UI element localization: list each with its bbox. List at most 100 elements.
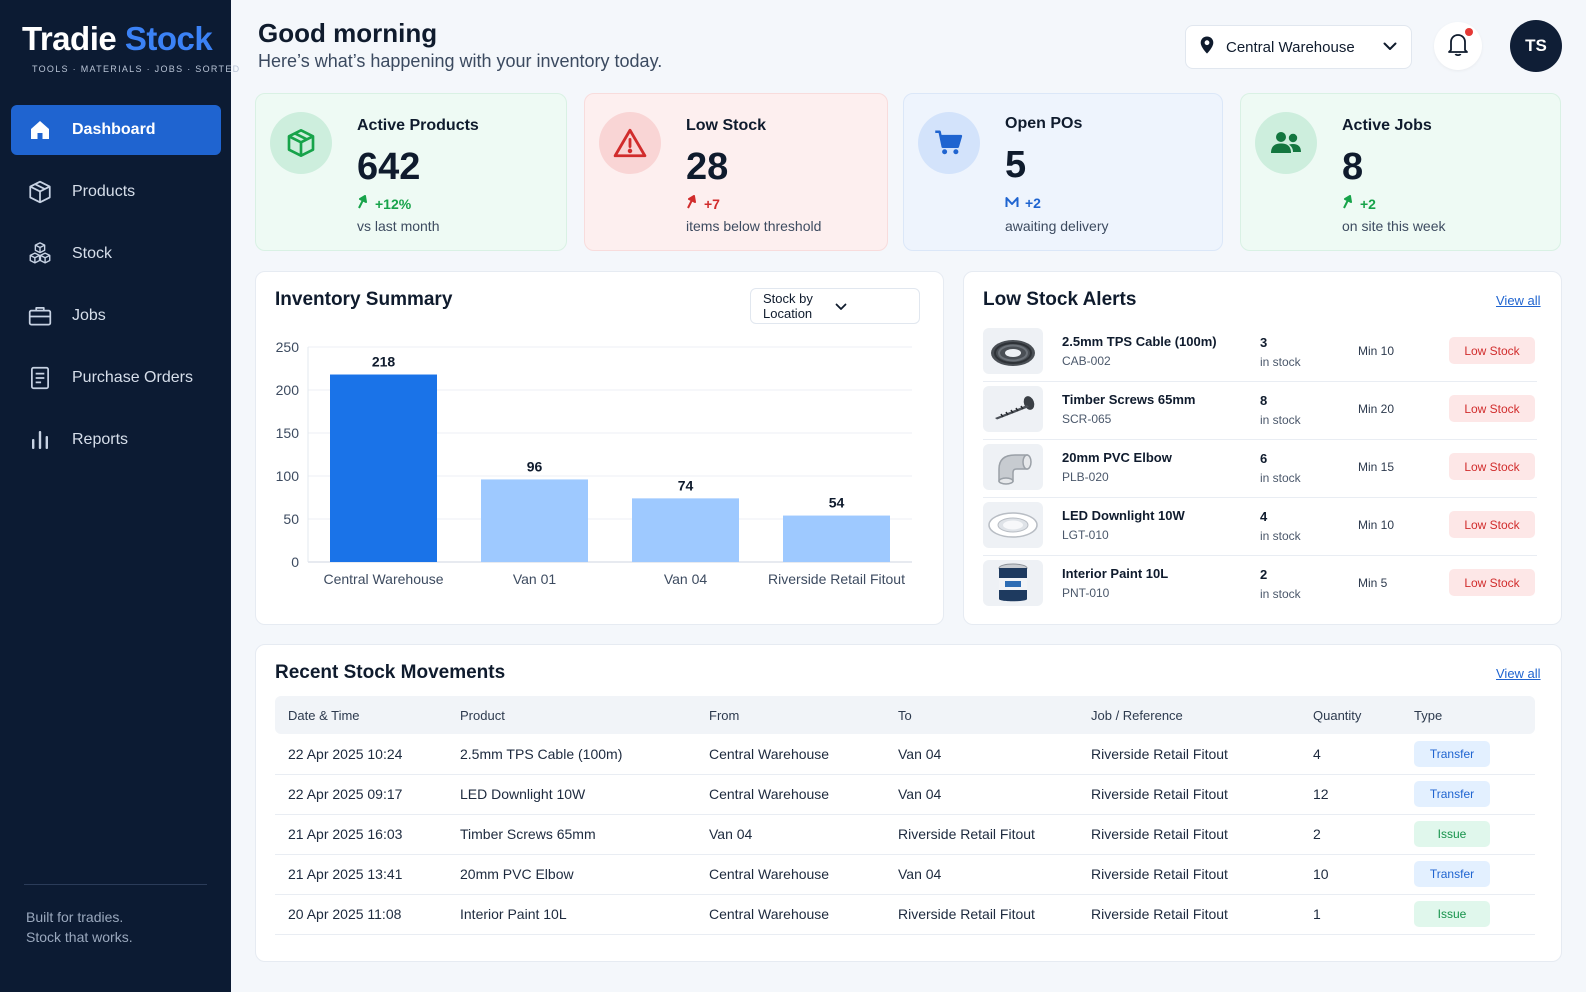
- notifications-button[interactable]: [1434, 22, 1482, 70]
- stat-value: 5: [1005, 144, 1027, 186]
- page-header: Good morning Here’s what’s happening wit…: [258, 18, 662, 72]
- stat-card-low-stock[interactable]: Low Stock 28 +7 items below threshold: [584, 93, 888, 251]
- sidebar-item-label: Reports: [72, 431, 129, 448]
- sidebar-item-purchase-orders[interactable]: Purchase Orders: [11, 353, 221, 403]
- sidebar-item-label: Dashboard: [72, 121, 156, 138]
- cell-product: Interior Paint 10L: [447, 894, 696, 935]
- box-icon: [27, 179, 53, 205]
- stock-quantity: 8: [1260, 393, 1268, 408]
- x-tick-label: Van 01: [513, 571, 557, 587]
- table-row[interactable]: 22 Apr 2025 09:17 LED Downlight 10W Cent…: [275, 774, 1535, 815]
- recent-movements-panel: Recent Stock Movements View all Date & T…: [255, 644, 1562, 962]
- stacked-boxes-icon: [27, 241, 53, 267]
- sidebar-item-reports[interactable]: Reports: [11, 415, 221, 465]
- cell-product: 20mm PVC Elbow: [447, 854, 696, 895]
- chevron-down-icon: [835, 299, 907, 314]
- bell-icon: [1446, 31, 1470, 62]
- briefcase-icon: [27, 303, 53, 329]
- y-tick-label: 0: [291, 554, 299, 570]
- warning-icon: [599, 112, 661, 174]
- sidebar-footer-line: Stock that works.: [26, 929, 133, 945]
- stat-card-open-pos[interactable]: Open POs 5 +2 awaiting delivery: [903, 93, 1223, 251]
- table-row[interactable]: 21 Apr 2025 13:41 20mm PVC Elbow Central…: [275, 854, 1535, 895]
- minimum-threshold: Min 10: [1358, 518, 1395, 532]
- cell-from: Central Warehouse: [696, 734, 885, 775]
- stat-subtitle: items below threshold: [686, 218, 822, 234]
- product-name: Interior Paint 10L: [1062, 566, 1169, 581]
- cell-quantity: 1: [1300, 894, 1401, 935]
- avatar[interactable]: TS: [1510, 20, 1562, 72]
- app-logo[interactable]: Tradie Stock TOOLS · MATERIALS · JOBS · …: [22, 20, 239, 74]
- cell-type: Transfer: [1401, 774, 1535, 815]
- sidebar: Tradie Stock TOOLS · MATERIALS · JOBS · …: [0, 0, 239, 992]
- list-item[interactable]: LED Downlight 10W LGT-010 4 in stock Min…: [983, 498, 1537, 556]
- list-item[interactable]: Timber Screws 65mm SCR-065 8 in stock Mi…: [983, 382, 1537, 440]
- stock-quantity-label: in stock: [1260, 355, 1301, 369]
- sidebar-item-stock[interactable]: Stock: [11, 229, 221, 279]
- cube-icon: [270, 112, 332, 174]
- stat-card-active-products[interactable]: Active Products 642 +12% vs last month: [255, 93, 567, 251]
- column-header[interactable]: Product: [447, 696, 696, 734]
- type-badge: Transfer: [1414, 781, 1490, 807]
- column-header[interactable]: Quantity: [1300, 696, 1401, 734]
- stock-quantity-label: in stock: [1260, 529, 1301, 543]
- sidebar-item-products[interactable]: Products: [11, 167, 221, 217]
- cell-from: Central Warehouse: [696, 774, 885, 815]
- cell-product: 2.5mm TPS Cable (100m): [447, 734, 696, 775]
- chart-view-selector-label: Stock by Location: [763, 291, 813, 321]
- stock-quantity: 3: [1260, 335, 1268, 350]
- trend-up-icon: [357, 195, 369, 212]
- x-tick-label: Central Warehouse: [323, 571, 443, 587]
- trend-up-icon: [686, 195, 698, 212]
- chart-view-selector[interactable]: Stock by Location: [750, 288, 920, 324]
- column-header[interactable]: Type: [1401, 696, 1535, 734]
- cell-job: Riverside Retail Fitout: [1078, 894, 1300, 935]
- people-icon: [1255, 112, 1317, 174]
- sidebar-item-label: Products: [72, 183, 136, 200]
- product-name: 20mm PVC Elbow: [1062, 450, 1172, 465]
- sidebar-item-dashboard[interactable]: Dashboard: [11, 105, 221, 155]
- list-item[interactable]: Interior Paint 10L PNT-010 2 in stock Mi…: [983, 556, 1537, 614]
- trend-mixed-icon: [1005, 195, 1019, 211]
- sidebar-item-label: Jobs: [72, 307, 106, 324]
- location-pin-icon: [1200, 36, 1214, 59]
- table-row[interactable]: 22 Apr 2025 10:24 2.5mm TPS Cable (100m)…: [275, 734, 1535, 775]
- location-selector[interactable]: Central Warehouse: [1185, 25, 1412, 69]
- view-all-link[interactable]: View all: [1496, 666, 1541, 681]
- stat-delta-value: +12%: [375, 195, 412, 212]
- column-header[interactable]: From: [696, 696, 885, 734]
- notification-dot: [1465, 28, 1473, 36]
- type-badge: Issue: [1414, 821, 1490, 847]
- stock-quantity-label: in stock: [1260, 413, 1301, 427]
- bar-value-label: 74: [678, 477, 694, 493]
- column-header[interactable]: To: [885, 696, 1078, 734]
- status-badge: Low Stock: [1449, 511, 1535, 538]
- status-badge: Low Stock: [1449, 569, 1535, 596]
- status-badge: Low Stock: [1449, 337, 1535, 364]
- cell-job: Riverside Retail Fitout: [1078, 774, 1300, 815]
- stat-title: Active Products: [357, 117, 479, 134]
- view-all-link[interactable]: View all: [1496, 293, 1541, 308]
- y-tick-label: 200: [276, 382, 300, 398]
- stock-quantity: 2: [1260, 567, 1268, 582]
- chart-bar: [783, 515, 890, 562]
- column-header[interactable]: Date & Time: [275, 696, 447, 734]
- cable-coil-icon: [983, 328, 1043, 374]
- panel-title: Low Stock Alerts: [983, 289, 1137, 310]
- type-badge: Transfer: [1414, 861, 1490, 887]
- list-item[interactable]: 2.5mm TPS Cable (100m) CAB-002 3 in stoc…: [983, 324, 1537, 382]
- list-item[interactable]: 20mm PVC Elbow PLB-020 6 in stock Min 15…: [983, 440, 1537, 498]
- column-header[interactable]: Job / Reference: [1078, 696, 1300, 734]
- stat-delta-value: +2: [1025, 195, 1041, 211]
- logo-wordmark: Tradie Stock: [22, 20, 213, 57]
- chart-bar: [481, 479, 588, 562]
- trend-up-icon: [1342, 195, 1354, 212]
- sidebar-item-jobs[interactable]: Jobs: [11, 291, 221, 341]
- table-row[interactable]: 21 Apr 2025 16:03 Timber Screws 65mm Van…: [275, 814, 1535, 855]
- sidebar-nav: Dashboard Products Stock Jobs Purchase O…: [11, 105, 221, 477]
- cell-job: Riverside Retail Fitout: [1078, 734, 1300, 775]
- cell-to: Riverside Retail Fitout: [885, 814, 1078, 855]
- stat-card-active-jobs[interactable]: Active Jobs 8 +2 on site this week: [1240, 93, 1561, 251]
- stat-value: 642: [357, 146, 421, 188]
- table-row[interactable]: 20 Apr 2025 11:08 Interior Paint 10L Cen…: [275, 894, 1535, 935]
